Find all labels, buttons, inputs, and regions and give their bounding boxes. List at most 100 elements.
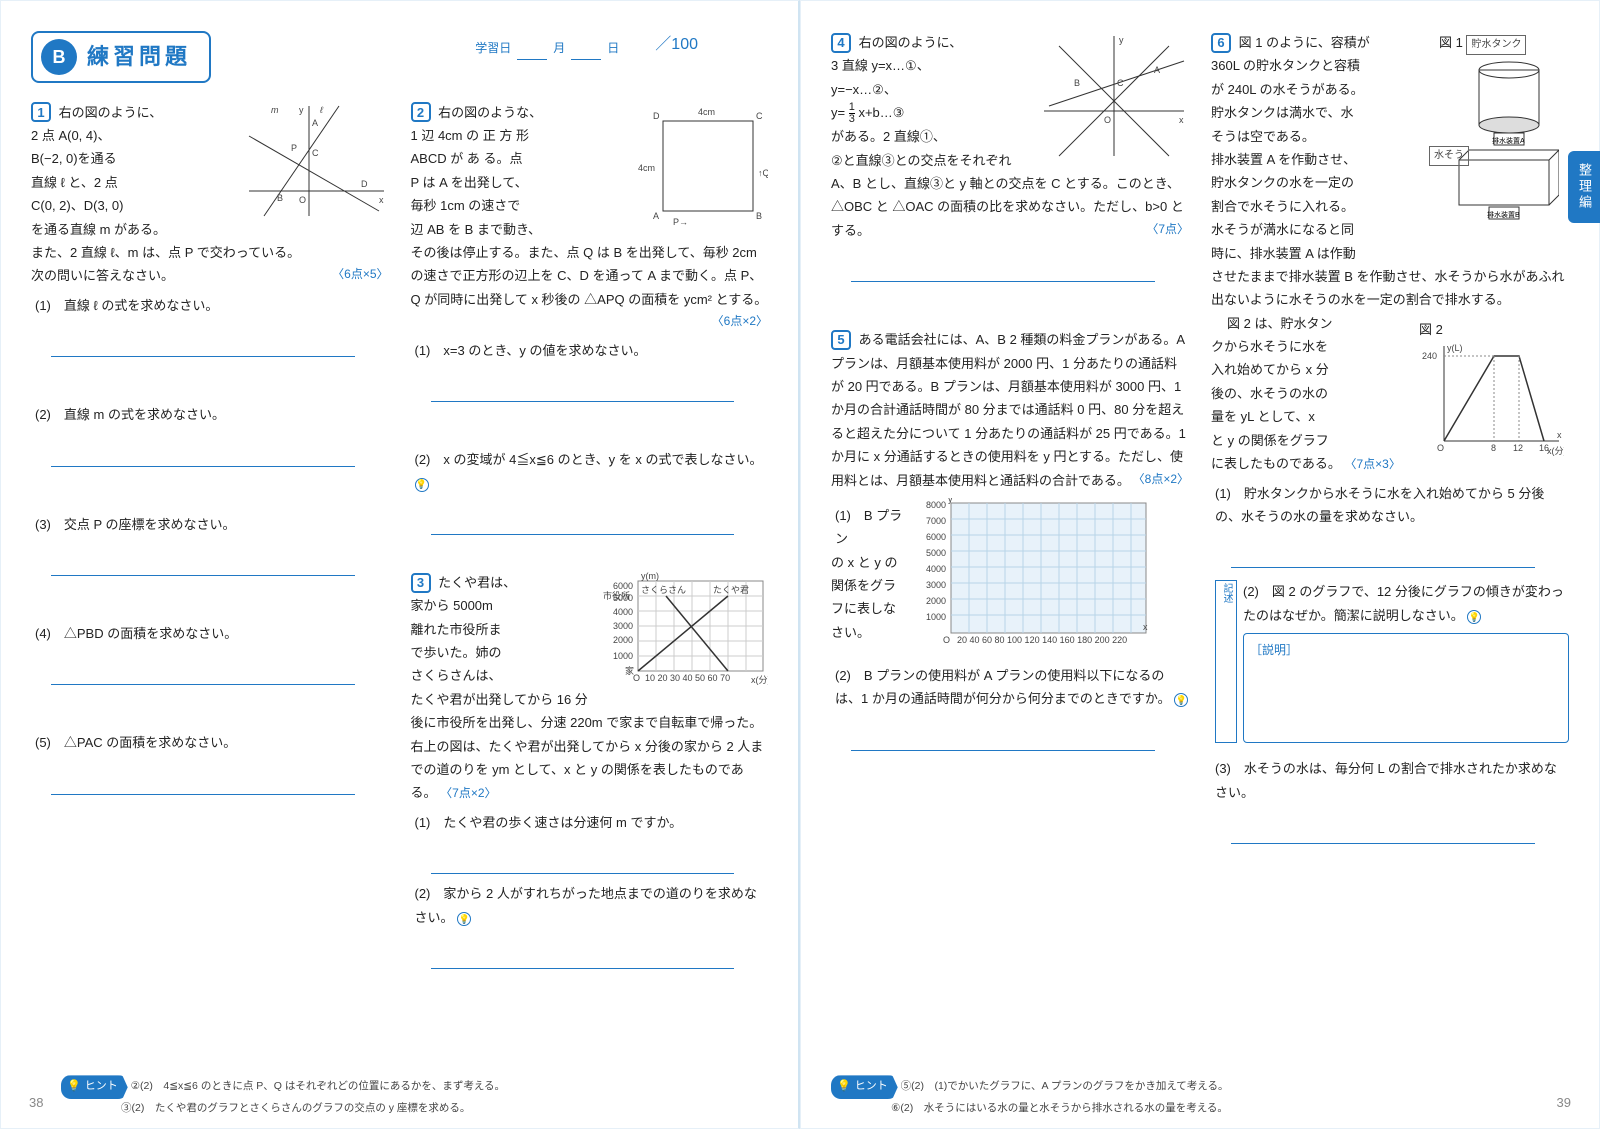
problem-5: 5 ある電話会社には、A、B 2 種類の料金プランがある。A プランは、月額基本… xyxy=(831,328,1189,759)
q2-s2-ans[interactable] xyxy=(431,513,735,535)
q5-s1e: さい。 xyxy=(831,621,911,644)
svg-text:5000: 5000 xyxy=(926,548,946,558)
q3-s1: (1) たくや君の歩く速さは分速何 m ですか。 xyxy=(415,811,769,834)
q4-ans[interactable] xyxy=(851,260,1155,282)
q3-chart-svg: y(m) 市役所 6000 5000 4000 3000 2000 1000 家… xyxy=(603,571,768,686)
q2-l5: 毎秒 1cm の速さで xyxy=(411,198,521,213)
q1-num: 1 xyxy=(31,102,51,122)
svg-text:8000: 8000 xyxy=(926,500,946,510)
q6-s1: (1) 貯水タンクから水そうに水を入れ始めてから 5 分後の、水そうの水の量を求… xyxy=(1215,482,1569,529)
q6-s1-ans[interactable] xyxy=(1231,546,1535,568)
svg-text:C: C xyxy=(756,111,763,121)
q6-s3-ans[interactable] xyxy=(1231,822,1535,844)
problem-3: y(m) 市役所 6000 5000 4000 3000 2000 1000 家… xyxy=(411,571,769,977)
svg-text:C: C xyxy=(312,148,319,158)
hint-label: 💡 ヒント xyxy=(831,1075,898,1099)
q3-num: 3 xyxy=(411,573,431,593)
bulb-icon: 💡 xyxy=(457,912,471,926)
q6-f2: クから水そうに水を xyxy=(1211,339,1328,354)
svg-text:P→: P→ xyxy=(673,217,688,227)
q2-s1: (1) x=3 のとき、y の値を求めなさい。 xyxy=(415,339,769,362)
q2-s1-ans[interactable] xyxy=(431,380,735,402)
q1-l6: を通る直線 m がある。 xyxy=(31,222,166,237)
svg-text:C: C xyxy=(1117,78,1124,88)
q5-chart-svg[interactable]: 8000 7000 6000 5000 4000 3000 2000 1000 … xyxy=(921,498,1151,648)
svg-text:B: B xyxy=(277,193,283,203)
figure-q2: A B C D 4cm 4cm P→ ↑Q xyxy=(638,101,768,238)
q6-l9: 水そうが満水になると同 xyxy=(1211,222,1354,237)
q4-graph-svg: x y O A B C xyxy=(1039,31,1189,161)
q6-f1: 図 2 は、貯水タン xyxy=(1227,316,1332,331)
svg-text:3000: 3000 xyxy=(613,621,633,631)
hint-right-1: ⑤(2) (1)でかいたグラフに、A プランのグラフをかき加えて考える。 xyxy=(901,1080,1229,1092)
q1-l2: 2 点 A(0, 4)、 xyxy=(31,128,110,143)
q3-s2-ans[interactable] xyxy=(431,947,735,969)
explain-label: ［説明］ xyxy=(1250,643,1298,657)
svg-text:4000: 4000 xyxy=(613,607,633,617)
q4-l2: 3 直線 y=x…①、 xyxy=(831,58,930,73)
q2-points: 〈6点×2〉 xyxy=(712,311,768,333)
q3-points: 〈7点×2〉 xyxy=(440,786,496,800)
q6-l6: 排水装置 A を作動させ、 xyxy=(1211,152,1356,167)
q6-fig1-svg: 排水装置A 排水装置B xyxy=(1439,55,1559,225)
date-box: 学習日 月 日 ／100 xyxy=(475,31,698,60)
svg-text:O: O xyxy=(299,195,306,205)
fig2-label: 図 2 xyxy=(1419,322,1443,337)
q6-fig2-svg: 240 y(L) O 8 12 16 x(分) x xyxy=(1419,341,1564,456)
q2-l4: P は A を出発して、 xyxy=(411,175,528,190)
svg-text:12: 12 xyxy=(1513,443,1523,453)
svg-text:8: 8 xyxy=(1491,443,1496,453)
svg-text:6000: 6000 xyxy=(926,532,946,542)
svg-text:x: x xyxy=(1179,115,1184,125)
side-tab: 整理編 xyxy=(1568,151,1600,223)
q1-s5-ans[interactable] xyxy=(51,773,355,795)
svg-text:x: x xyxy=(1143,622,1148,632)
svg-text:D: D xyxy=(361,179,368,189)
svg-text:y(m): y(m) xyxy=(641,571,659,581)
q1-s2: (2) 直線 m の式を求めなさい。 xyxy=(35,403,389,426)
q1-l8: 次の問いに答えなさい。 xyxy=(31,268,174,283)
q1-l3: B(−2, 0)を通る xyxy=(31,151,117,166)
svg-text:m: m xyxy=(271,105,279,115)
month-blank[interactable] xyxy=(517,44,547,60)
columns-left: x y ℓ m A B C D O P 1 右の図のように、 xyxy=(31,101,768,1078)
q1-s4-ans[interactable] xyxy=(51,663,355,685)
bulb-icon: 💡 xyxy=(1174,693,1188,707)
svg-text:4cm: 4cm xyxy=(698,107,715,117)
q6-l11: させたままで排水装置 B を作動させ、水そうから水があふれ出ないように水そうの水… xyxy=(1211,269,1565,307)
q3-s1-ans[interactable] xyxy=(431,852,735,874)
explain-box[interactable]: ［説明］ xyxy=(1243,633,1569,743)
figure-q6a: 図 1 貯水タンク 排水装置A xyxy=(1439,31,1569,166)
q6-l4: 貯水タンクは満水で、水 xyxy=(1211,105,1353,120)
q6-f3: 入れ始めてから x 分 xyxy=(1211,362,1329,377)
svg-text:O: O xyxy=(633,673,640,683)
problem-1: x y ℓ m A B C D O P 1 右の図のように、 xyxy=(31,101,389,803)
q3-l6: たくや君が出発してから 16 分後に市役所を出発し、分速 220m で家まで自転… xyxy=(411,692,764,801)
col-3: x y O A B C 4 右の図のように、 3 直線 y=x…①、 y=−x…… xyxy=(831,31,1189,1058)
svg-text:2000: 2000 xyxy=(613,635,633,645)
svg-text:1000: 1000 xyxy=(613,651,633,661)
q1-s1-ans[interactable] xyxy=(51,335,355,357)
day-blank[interactable] xyxy=(571,44,601,60)
q3-l4: で歩いた。姉の xyxy=(411,645,502,660)
kijutsu-label: 記述 xyxy=(1215,580,1237,743)
q2-l2: 1 辺 4cm の 正 方 形 xyxy=(411,128,529,143)
q5-s1a: (1) B プラン xyxy=(835,504,911,551)
problem-4: x y O A B C 4 右の図のように、 3 直線 y=x…①、 y=−x…… xyxy=(831,31,1189,290)
score-max: ／100 xyxy=(655,31,698,60)
svg-text:y: y xyxy=(299,105,304,115)
fig1-sou-label: 水そう xyxy=(1429,146,1469,166)
svg-text:ℓ: ℓ xyxy=(319,105,323,115)
q1-l5: C(0, 2)、D(3, 0) xyxy=(31,198,123,213)
q1-s2-ans[interactable] xyxy=(51,445,355,467)
q5-s2: (2) B プランの使用料が A プランの使用料以下になるのは、1 か月の通話時… xyxy=(835,664,1189,711)
q6-num: 6 xyxy=(1211,33,1231,53)
hint-label: 💡 ヒント xyxy=(61,1075,128,1099)
q5-s2-ans[interactable] xyxy=(851,729,1155,751)
q5-s1c: 関係をグラ xyxy=(831,574,911,597)
q1-s3-ans[interactable] xyxy=(51,554,355,576)
svg-text:↑Q: ↑Q xyxy=(758,168,768,178)
figure-q4: x y O A B C xyxy=(1039,31,1189,168)
q5-s2-text: (2) B プランの使用料が A プランの使用料以下になるのは、1 か月の通話時… xyxy=(835,668,1171,706)
q2-l3: ABCD が あ る。点 xyxy=(411,151,523,166)
